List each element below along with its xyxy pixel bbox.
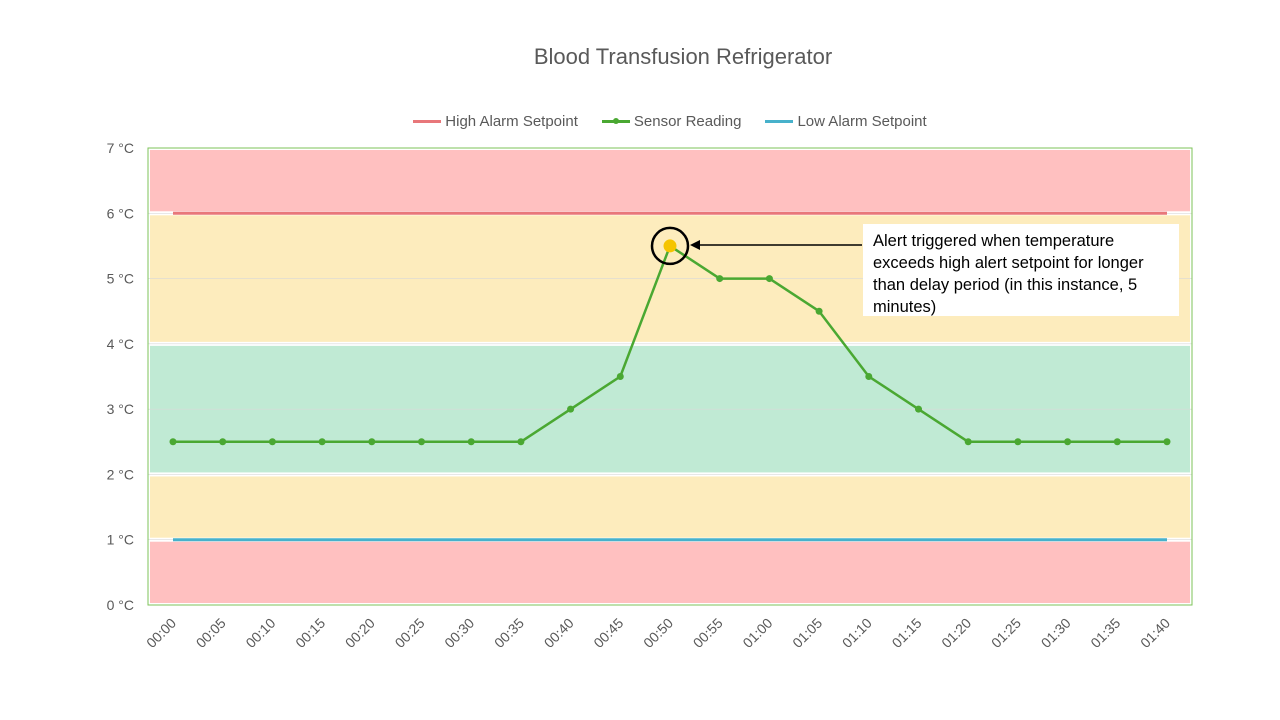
data-point: [169, 438, 177, 446]
x-tick-label: 00:10: [242, 615, 278, 651]
alert-point: [663, 239, 677, 253]
legend-item-high-alarm-setpoint: High Alarm Setpoint: [413, 113, 578, 130]
legend: High Alarm Setpoint Sensor Reading Low Ala…: [0, 110, 1280, 130]
data-point: [368, 438, 376, 446]
y-tick-label: 1 °C: [107, 532, 134, 548]
y-tick-label: 2 °C: [107, 466, 134, 482]
data-point: [964, 438, 972, 446]
legend-marker: [612, 118, 619, 124]
x-tick-label: 01:05: [789, 615, 825, 651]
x-tick-label: 00:50: [640, 615, 676, 651]
x-tick-label: 00:00: [143, 615, 179, 651]
data-point: [1113, 438, 1121, 446]
x-tick-label: 01:20: [938, 615, 974, 651]
x-tick-label: 00:05: [193, 615, 229, 651]
band-alarm-low: [150, 541, 1190, 603]
x-tick-label: 01:25: [988, 615, 1024, 651]
legend-swatch: [765, 120, 794, 123]
data-point: [815, 307, 823, 315]
legend-item-sensor-reading: Sensor Reading: [601, 113, 742, 130]
x-tick-label: 01:35: [1087, 615, 1123, 651]
legend-swatch: [413, 120, 442, 123]
y-tick-label: 3 °C: [107, 401, 134, 417]
data-point: [268, 438, 276, 446]
x-tick-label: 01:40: [1137, 615, 1173, 651]
data-point: [318, 438, 326, 446]
data-point: [418, 438, 425, 446]
data-point: [1163, 438, 1171, 446]
x-tick-label: 01:15: [889, 615, 925, 651]
band-warning-low: [150, 476, 1190, 538]
data-point: [1064, 438, 1072, 446]
x-tick-label: 00:45: [590, 615, 626, 651]
x-tick-label: 01:00: [739, 615, 775, 651]
x-tick-label: 00:40: [541, 615, 577, 651]
x-tick-label: 00:55: [690, 615, 726, 651]
arrowhead: [690, 240, 700, 250]
y-tick-label: 0 °C: [107, 597, 134, 613]
data-point: [219, 438, 227, 446]
x-tick-label: 00:15: [292, 615, 328, 651]
annotation-callout: Alert triggered when temperature exceeds…: [863, 224, 1179, 316]
plot-area-border: [147, 147, 1193, 606]
x-tick-label: 01:10: [839, 615, 875, 651]
data-point: [716, 275, 724, 283]
y-tick-label: 5 °C: [107, 271, 134, 287]
data-point: [765, 275, 773, 283]
data-point: [517, 438, 525, 446]
y-tick-label: 4 °C: [107, 336, 134, 352]
legend-label: Low Alarm Setpoint: [797, 113, 927, 130]
x-tick-label: 01:30: [1038, 615, 1074, 651]
y-tick-label: 6 °C: [107, 205, 134, 221]
data-point: [567, 405, 575, 413]
x-tick-label: 00:30: [441, 615, 477, 651]
chart-title: Blood Transfusion Refrigerator: [533, 44, 833, 69]
band-alarm-high: [150, 150, 1190, 212]
legend-swatch: [601, 118, 630, 124]
legend-item-low-alarm-setpoint: Low Alarm Setpoint: [765, 113, 927, 130]
x-tick-label: 00:20: [342, 615, 378, 651]
y-tick-label: 7 °C: [107, 140, 134, 156]
data-point: [915, 405, 922, 413]
x-tick-label: 00:25: [392, 615, 428, 651]
data-point: [1014, 438, 1022, 446]
data-point: [467, 438, 475, 446]
data-point: [865, 373, 873, 380]
legend-label: High Alarm Setpoint: [445, 113, 578, 130]
legend-label: Sensor Reading: [633, 113, 742, 130]
x-tick-label: 00:35: [491, 615, 527, 651]
alert-ring: [650, 226, 690, 266]
data-point: [616, 373, 624, 380]
